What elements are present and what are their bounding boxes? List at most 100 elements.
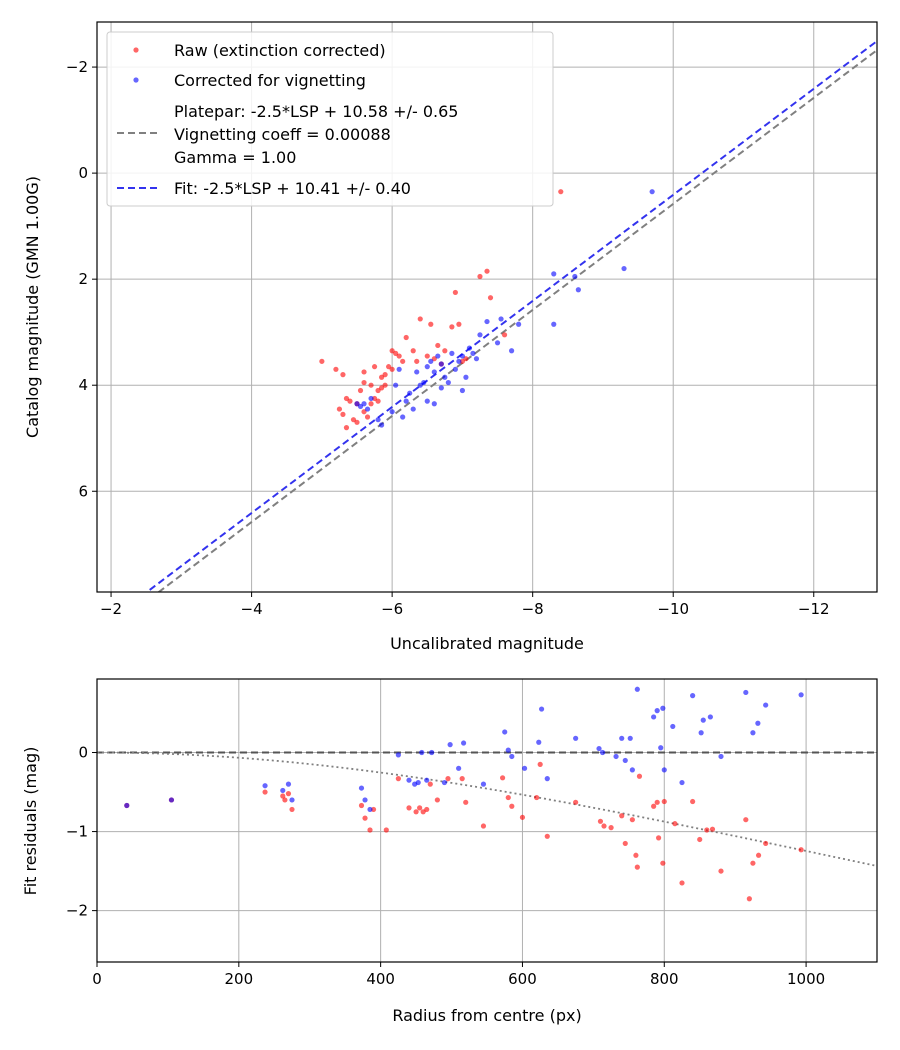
data-point-raw <box>452 289 458 296</box>
data-point-raw <box>382 372 388 378</box>
bottom-panel: 0 200 400 600 800 1000 0 −1 −2 Radius from cent… <box>21 678 878 1025</box>
data-point-raw <box>622 840 628 847</box>
data-point-raw <box>395 776 401 782</box>
data-point-raw <box>608 825 614 831</box>
data-point-raw <box>280 793 286 799</box>
data-point-corrected <box>358 785 365 791</box>
data-point-corrected <box>168 797 175 803</box>
data-point-corrected <box>395 752 401 758</box>
data-point-corrected <box>456 358 462 364</box>
y-tick-label: 0 <box>78 164 88 182</box>
data-point-corrected <box>447 742 453 748</box>
data-point-corrected <box>414 369 420 375</box>
data-point-corrected <box>654 708 660 714</box>
top-y-ticks: −2 0 2 4 6 <box>66 58 97 500</box>
data-point-corrected <box>364 406 371 412</box>
data-point-corrected <box>456 765 462 771</box>
x-tick-label: 1000 <box>787 970 825 988</box>
top-x-label: Uncalibrated magnitude <box>390 634 584 653</box>
data-point-raw <box>456 321 462 327</box>
data-point-corrected <box>466 345 473 351</box>
data-point-corrected <box>396 366 402 372</box>
top-scatter-points <box>319 189 655 431</box>
data-point-corrected <box>367 806 373 813</box>
data-point-raw <box>262 789 268 795</box>
data-point-corrected <box>629 767 635 773</box>
data-point-raw <box>634 864 640 870</box>
fit-line-2 <box>157 49 877 592</box>
data-point-raw <box>501 332 508 338</box>
data-point-raw <box>435 342 441 349</box>
legend-marker-corrected <box>133 77 139 83</box>
data-point-corrected <box>651 714 657 720</box>
data-point-raw <box>672 821 678 827</box>
x-tick-label: 200 <box>224 970 253 988</box>
data-point-corrected <box>461 740 467 746</box>
data-point-corrected <box>429 749 435 756</box>
fit-line-3 <box>145 40 877 592</box>
data-point-corrected <box>508 348 515 354</box>
data-point-corrected <box>441 779 448 786</box>
data-point-raw <box>367 827 373 833</box>
data-point-raw <box>519 814 526 820</box>
data-point-raw <box>477 273 483 280</box>
data-point-raw <box>704 827 710 833</box>
data-point-raw <box>362 815 368 821</box>
x-tick-label: 400 <box>366 970 395 988</box>
data-point-corrected <box>393 382 399 388</box>
data-point-corrected <box>428 358 434 364</box>
data-point-corrected <box>619 735 625 741</box>
data-point-corrected <box>400 414 406 420</box>
data-point-raw <box>417 805 423 811</box>
data-point-corrected <box>484 318 490 325</box>
data-point-corrected <box>707 714 713 720</box>
data-point-corrected <box>763 702 769 708</box>
bottom-y-ticks: 0 −1 −2 <box>66 744 97 920</box>
data-point-corrected <box>743 689 749 696</box>
data-point-raw <box>746 896 752 902</box>
data-point-raw <box>396 353 402 359</box>
data-point-corrected <box>621 265 627 272</box>
data-point-corrected <box>459 387 466 394</box>
data-point-corrected <box>438 385 444 391</box>
data-point-corrected <box>424 364 430 370</box>
data-point-corrected <box>438 361 444 367</box>
data-point-corrected <box>415 779 421 786</box>
data-point-corrected <box>573 735 579 741</box>
data-point-raw <box>697 836 703 843</box>
data-point-corrected <box>661 767 667 773</box>
legend-label-platepar: Platepar: -2.5*LSP + 10.58 +/- 0.65 Vigne… <box>174 102 458 167</box>
data-point-raw <box>368 382 374 388</box>
data-point-raw <box>537 761 543 767</box>
data-point-raw <box>343 425 350 431</box>
data-point-raw <box>661 798 667 805</box>
data-point-corrected <box>431 401 437 407</box>
data-point-corrected <box>755 720 761 726</box>
data-point-raw <box>340 411 346 417</box>
data-point-raw <box>282 797 288 803</box>
data-point-raw <box>354 419 360 425</box>
data-point-corrected <box>452 366 458 372</box>
data-point-raw <box>413 809 419 815</box>
data-point-corrected <box>407 390 413 396</box>
top-axes-frame <box>96 21 878 593</box>
data-point-corrected <box>494 340 501 346</box>
data-point-raw <box>597 818 604 824</box>
data-point-corrected <box>572 273 578 280</box>
data-point-corrected <box>627 735 633 741</box>
data-point-raw <box>417 316 423 322</box>
bottom-grid <box>96 679 877 962</box>
data-point-raw <box>449 324 455 330</box>
bottom-x-ticks: 0 200 400 600 800 1000 <box>92 962 825 988</box>
data-point-corrected <box>521 765 528 771</box>
data-point-raw <box>709 826 716 832</box>
data-point-raw <box>743 817 749 823</box>
data-point-corrected <box>403 398 409 404</box>
data-point-corrected <box>599 749 606 756</box>
data-point-raw <box>406 805 412 811</box>
data-point-raw <box>480 823 487 829</box>
data-point-raw <box>573 799 579 805</box>
data-point-corrected <box>124 802 130 809</box>
data-point-raw <box>487 295 494 301</box>
data-point-corrected <box>463 374 469 380</box>
